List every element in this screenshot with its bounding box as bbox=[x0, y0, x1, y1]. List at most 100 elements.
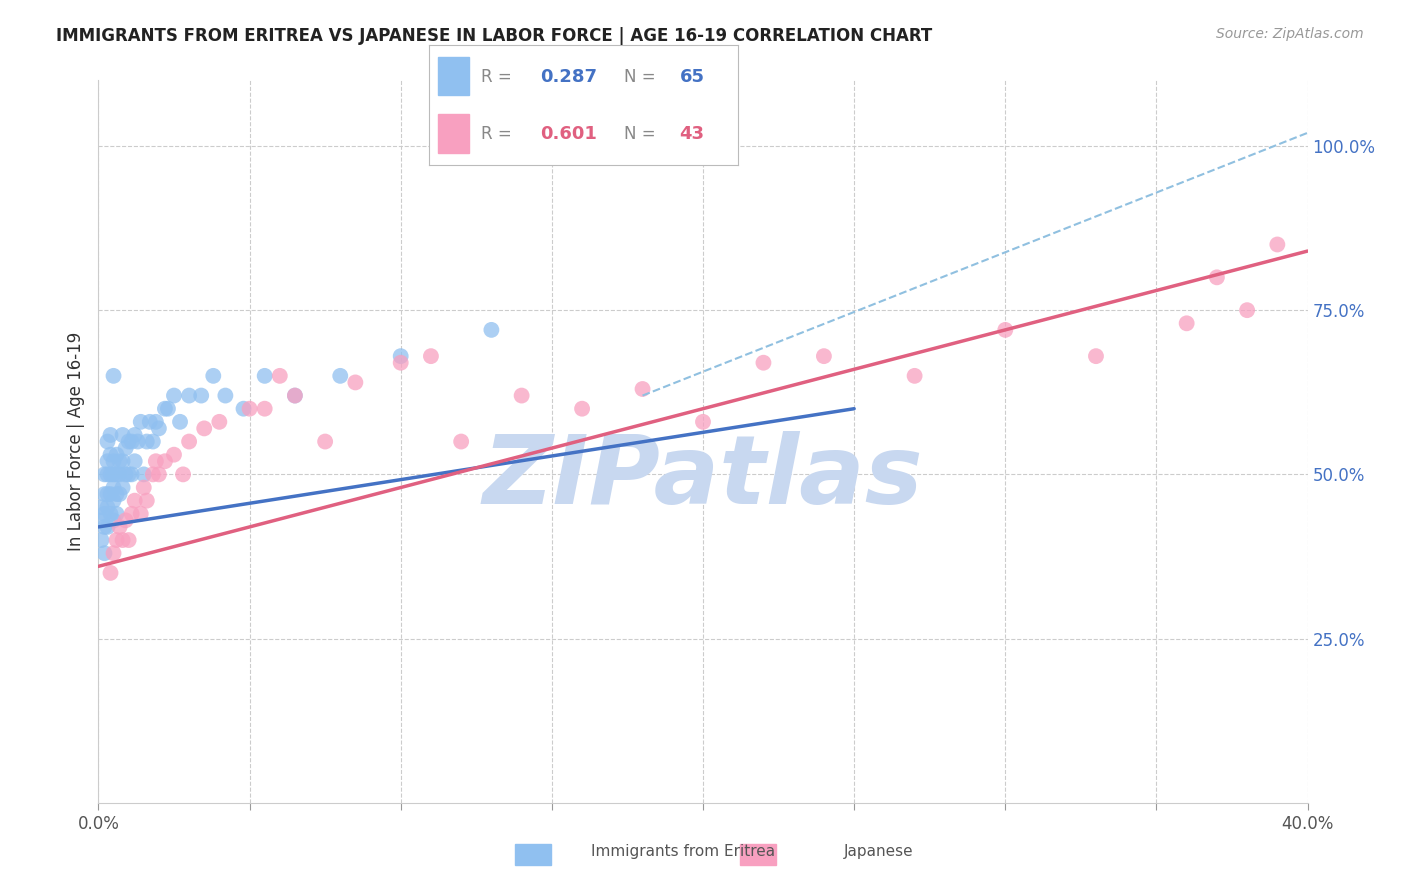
Point bbox=[96, 454, 118, 468]
Point bbox=[103, 493, 125, 508]
Point bbox=[389, 356, 412, 370]
Point bbox=[153, 401, 176, 416]
Point bbox=[100, 507, 122, 521]
Point bbox=[135, 493, 157, 508]
Point bbox=[108, 520, 131, 534]
Point bbox=[156, 401, 179, 416]
Point bbox=[100, 428, 122, 442]
Text: Source: ZipAtlas.com: Source: ZipAtlas.com bbox=[1216, 27, 1364, 41]
Point bbox=[111, 533, 134, 547]
Point bbox=[344, 376, 367, 390]
Point bbox=[118, 467, 141, 482]
Point bbox=[93, 507, 115, 521]
Point bbox=[239, 401, 262, 416]
Point bbox=[190, 388, 212, 402]
Point bbox=[142, 467, 165, 482]
Point bbox=[813, 349, 835, 363]
Point bbox=[124, 428, 146, 442]
Point bbox=[692, 415, 714, 429]
FancyBboxPatch shape bbox=[515, 844, 551, 865]
Point bbox=[108, 454, 131, 468]
Point bbox=[121, 434, 143, 449]
Text: IMMIGRANTS FROM ERITREA VS JAPANESE IN LABOR FORCE | AGE 16-19 CORRELATION CHART: IMMIGRANTS FROM ERITREA VS JAPANESE IN L… bbox=[56, 27, 932, 45]
Point bbox=[93, 487, 115, 501]
Point bbox=[139, 415, 162, 429]
Point bbox=[105, 533, 128, 547]
Point bbox=[121, 507, 143, 521]
Point bbox=[96, 467, 118, 482]
Text: Japanese: Japanese bbox=[844, 845, 914, 859]
Point bbox=[232, 401, 254, 416]
Point bbox=[284, 388, 307, 402]
Point bbox=[202, 368, 225, 383]
Point bbox=[148, 467, 170, 482]
Point bbox=[111, 481, 134, 495]
Point bbox=[111, 454, 134, 468]
Point bbox=[132, 467, 155, 482]
Point bbox=[193, 421, 215, 435]
Text: 43: 43 bbox=[679, 125, 704, 143]
Point bbox=[208, 415, 231, 429]
Point bbox=[163, 448, 186, 462]
Point bbox=[314, 434, 336, 449]
Point bbox=[129, 415, 152, 429]
Point bbox=[153, 454, 176, 468]
Point bbox=[179, 388, 201, 402]
Point bbox=[269, 368, 291, 383]
Point bbox=[389, 349, 412, 363]
Point bbox=[145, 454, 167, 468]
Point bbox=[481, 323, 503, 337]
Point bbox=[96, 520, 118, 534]
Point bbox=[172, 467, 194, 482]
Point bbox=[103, 467, 125, 482]
Text: ZIPatlas: ZIPatlas bbox=[482, 431, 924, 524]
FancyBboxPatch shape bbox=[439, 57, 470, 95]
Point bbox=[142, 434, 165, 449]
Text: 0.287: 0.287 bbox=[540, 68, 598, 87]
Point bbox=[121, 467, 143, 482]
Point bbox=[510, 388, 533, 402]
Point bbox=[100, 448, 122, 462]
Point bbox=[103, 481, 125, 495]
Point bbox=[571, 401, 593, 416]
Point bbox=[114, 467, 136, 482]
Point bbox=[96, 434, 118, 449]
Point bbox=[118, 533, 141, 547]
Point bbox=[118, 434, 141, 449]
FancyBboxPatch shape bbox=[740, 844, 776, 865]
Point bbox=[103, 513, 125, 527]
Point bbox=[129, 507, 152, 521]
Point bbox=[631, 382, 654, 396]
FancyBboxPatch shape bbox=[439, 114, 470, 153]
Point bbox=[1175, 316, 1198, 330]
Point bbox=[111, 428, 134, 442]
Point bbox=[103, 368, 125, 383]
Point bbox=[163, 388, 186, 402]
Point bbox=[96, 500, 118, 515]
Point bbox=[329, 368, 352, 383]
Point bbox=[1236, 303, 1258, 318]
Point bbox=[148, 421, 170, 435]
Text: R =: R = bbox=[481, 68, 517, 87]
Text: R =: R = bbox=[481, 125, 517, 143]
Point bbox=[127, 434, 149, 449]
Text: N =: N = bbox=[624, 68, 661, 87]
Point bbox=[105, 467, 128, 482]
Point bbox=[253, 401, 276, 416]
Point bbox=[450, 434, 472, 449]
Point bbox=[108, 487, 131, 501]
Point bbox=[179, 434, 201, 449]
Point bbox=[420, 349, 443, 363]
Y-axis label: In Labor Force | Age 16-19: In Labor Force | Age 16-19 bbox=[66, 332, 84, 551]
Point bbox=[214, 388, 236, 402]
Point bbox=[114, 513, 136, 527]
Point bbox=[93, 467, 115, 482]
Point bbox=[253, 368, 276, 383]
Point bbox=[108, 467, 131, 482]
Point bbox=[124, 454, 146, 468]
Point bbox=[1206, 270, 1229, 285]
Point bbox=[100, 467, 122, 482]
Text: 0.601: 0.601 bbox=[540, 125, 598, 143]
Text: N =: N = bbox=[624, 125, 661, 143]
Point bbox=[103, 454, 125, 468]
